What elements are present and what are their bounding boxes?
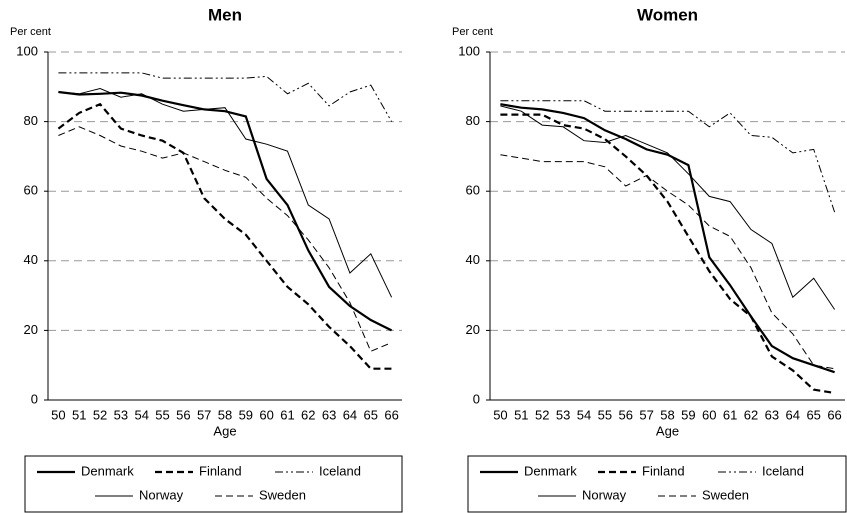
x-tick-label: 56 — [619, 407, 633, 422]
series-line — [500, 154, 835, 370]
y-tick-label: 40 — [466, 252, 480, 267]
y-axis-label: Per cent — [10, 26, 51, 38]
x-tick-label: 57 — [639, 407, 653, 422]
legend-box — [24, 455, 403, 513]
chart-title: Men — [208, 5, 242, 24]
x-tick-label: 66 — [384, 407, 398, 422]
y-tick-label: 60 — [466, 183, 480, 198]
x-tick-label: 54 — [134, 407, 148, 422]
x-tick-label: 52 — [93, 407, 107, 422]
series-line — [58, 90, 393, 332]
x-tick-label: 51 — [72, 407, 86, 422]
x-tick-label: 59 — [681, 407, 695, 422]
x-tick-label: 52 — [535, 407, 549, 422]
x-tick-label: 64 — [786, 407, 800, 422]
x-tick-label: 51 — [514, 407, 528, 422]
series-line — [58, 87, 393, 298]
x-tick-label: 56 — [176, 407, 190, 422]
series-line — [58, 126, 392, 352]
x-tick-label: 55 — [598, 407, 612, 422]
legend-label: Iceland — [319, 463, 361, 478]
series-line — [57, 102, 392, 370]
legend-box — [467, 455, 847, 513]
x-tick-label: 53 — [114, 407, 128, 422]
y-tick-label: 0 — [31, 391, 38, 406]
x-tick-label: 60 — [259, 407, 273, 422]
legend-label: Norway — [139, 487, 184, 502]
y-tick-label: 20 — [24, 322, 38, 337]
x-tick-label: 53 — [556, 407, 570, 422]
y-axis-label: Per cent — [452, 26, 493, 38]
y-tick-label: 60 — [24, 183, 38, 198]
series-line — [58, 72, 393, 122]
y-tick-label: 20 — [466, 322, 480, 337]
legend-label: Finland — [642, 463, 685, 478]
chart-title: Women — [637, 5, 698, 24]
x-axis-label: Age — [656, 423, 679, 438]
legend-label: Iceland — [762, 463, 804, 478]
x-tick-label: 61 — [280, 407, 294, 422]
x-tick-label: 61 — [723, 407, 737, 422]
y-tick-label: 100 — [16, 43, 38, 58]
x-axis-label: Age — [213, 423, 236, 438]
x-tick-label: 57 — [197, 407, 211, 422]
x-tick-label: 50 — [493, 407, 507, 422]
legend-label: Denmark — [524, 463, 577, 478]
legend-label: Finland — [199, 463, 242, 478]
legend-label: Sweden — [702, 487, 749, 502]
y-tick-label: 0 — [473, 391, 480, 406]
series-line — [500, 105, 836, 310]
x-tick-label: 63 — [765, 407, 779, 422]
x-tick-label: 62 — [301, 407, 315, 422]
x-tick-label: 63 — [322, 407, 336, 422]
x-tick-label: 58 — [218, 407, 232, 422]
x-tick-label: 58 — [660, 407, 674, 422]
series-line — [500, 100, 836, 213]
legend-label: Sweden — [259, 487, 306, 502]
x-tick-label: 59 — [239, 407, 253, 422]
series-line — [500, 103, 835, 374]
y-tick-label: 100 — [458, 43, 480, 58]
y-tick-label: 40 — [24, 252, 38, 267]
x-tick-label: 65 — [364, 407, 378, 422]
legend-label: Denmark — [81, 463, 134, 478]
x-tick-label: 60 — [702, 407, 716, 422]
y-tick-label: 80 — [24, 113, 38, 128]
y-tick-label: 80 — [466, 113, 480, 128]
x-tick-label: 65 — [806, 407, 820, 422]
x-tick-label: 66 — [827, 407, 841, 422]
x-tick-label: 54 — [577, 407, 591, 422]
x-tick-label: 55 — [155, 407, 169, 422]
series-line — [500, 113, 835, 395]
x-tick-label: 64 — [343, 407, 357, 422]
legend-label: Norway — [582, 487, 627, 502]
x-tick-label: 62 — [744, 407, 758, 422]
x-tick-label: 50 — [51, 407, 65, 422]
